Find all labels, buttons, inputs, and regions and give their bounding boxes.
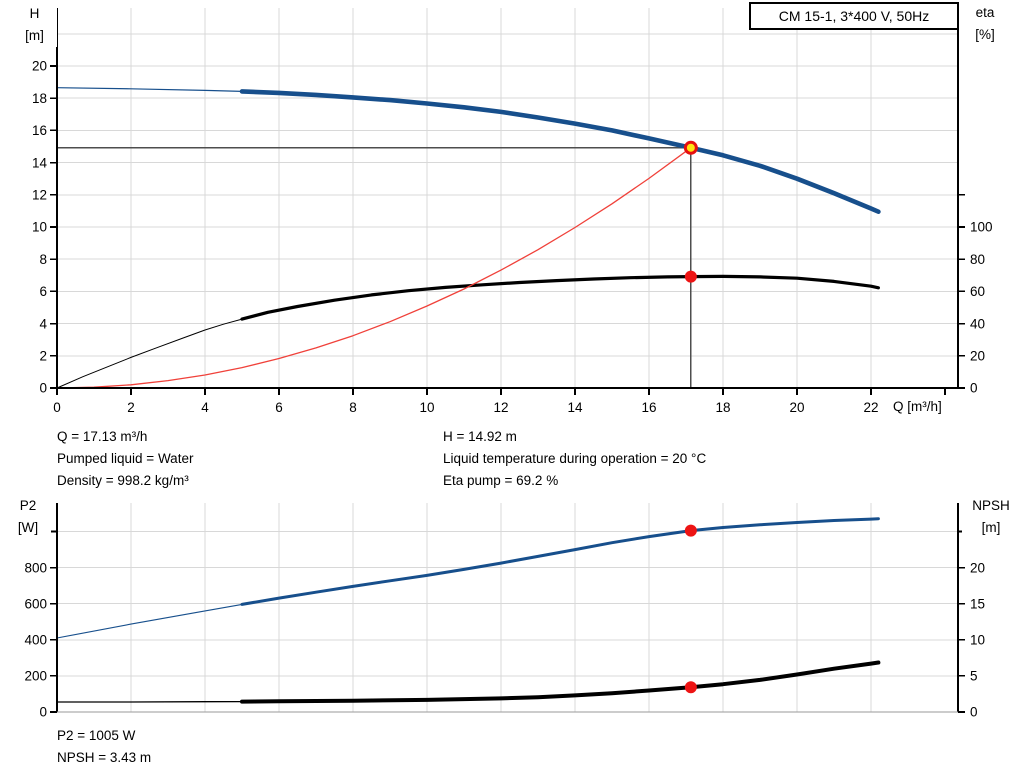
annotation-liquid-temperature: Liquid temperature during operation = 20… — [443, 451, 707, 466]
tick-label: 14 — [32, 155, 48, 170]
tick-label: 10 — [32, 220, 47, 235]
tick-label: 18 — [716, 400, 731, 415]
npsh-point-marker — [684, 681, 697, 694]
tick-label: 800 — [24, 560, 47, 575]
npsh-axis-label: NPSH [m] — [962, 495, 1020, 539]
annotation-density: Density = 998.2 kg/m³ — [57, 473, 189, 488]
tick-label: 15 — [970, 596, 985, 611]
annotation-flow: Q = 17.13 m³/h — [57, 429, 148, 444]
tick-label: 2 — [127, 400, 135, 415]
eta-axis-label-symbol: eta — [975, 5, 995, 20]
tick-label: 4 — [39, 316, 47, 331]
power-point-marker — [684, 524, 697, 537]
duty-point-marker[interactable] — [683, 140, 698, 155]
tick-label: 16 — [32, 123, 47, 138]
efficiency-point-marker — [684, 270, 697, 283]
tick-label: 20 — [32, 59, 47, 74]
tick-label: 2 — [39, 348, 47, 363]
curve-title-box: CM 15-1, 3*400 V, 50Hz — [749, 2, 959, 30]
tick-label: 20 — [970, 348, 985, 363]
npsh-axis-label-unit: [m] — [981, 520, 1001, 535]
power-curve — [240, 517, 880, 606]
tick-label: 18 — [32, 91, 47, 106]
tick-label: 5 — [970, 669, 978, 684]
tick-label: 10 — [420, 400, 435, 415]
tick-label: 16 — [642, 400, 657, 415]
tick-label: 14 — [568, 400, 584, 415]
tick-label: 4 — [201, 400, 209, 415]
h-axis-label-unit: [m] — [25, 28, 44, 43]
p2-axis-label-unit: [W] — [17, 520, 39, 535]
tick-label: 200 — [24, 669, 47, 684]
p2-axis-label: P2 [W] — [5, 495, 51, 539]
pump-curve — [239, 89, 881, 214]
tick-label: 6 — [275, 400, 283, 415]
h-axis-label: H [m] — [12, 3, 57, 47]
tick-label: 0 — [970, 705, 978, 720]
npsh-curve — [240, 660, 881, 704]
tick-label: 0 — [39, 705, 47, 720]
tick-label: 12 — [494, 400, 509, 415]
tick-label: 8 — [349, 400, 357, 415]
annotation-pumped-liquid: Pumped liquid = Water — [57, 451, 194, 466]
tick-label: 600 — [24, 596, 47, 611]
tick-label: 40 — [970, 316, 985, 331]
power-curve-thin — [56, 603, 243, 639]
efficiency-curve — [240, 274, 881, 321]
annotation-eta-pump: Eta pump = 69.2 % — [443, 473, 559, 488]
tick-label: 10 — [970, 633, 985, 648]
tick-label: 20 — [970, 560, 985, 575]
annotation-npsh: NPSH = 3.43 m — [57, 750, 152, 765]
npsh-axis-label-symbol: NPSH — [972, 498, 1010, 513]
hq-plot-area[interactable] — [57, 8, 958, 388]
tick-label: 100 — [970, 220, 993, 235]
annotation-p2: P2 = 1005 W — [57, 728, 136, 743]
tick-label: 0 — [970, 381, 978, 396]
pump-curve-thin — [56, 87, 243, 93]
eta-axis-label-unit: [%] — [975, 27, 995, 42]
annotation-head: H = 14.92 m — [443, 429, 517, 444]
system-curve — [56, 147, 692, 389]
tick-label: 8 — [39, 252, 47, 267]
tick-label: 0 — [53, 400, 61, 415]
tick-label: 22 — [864, 400, 879, 415]
tick-label: 0 — [39, 381, 47, 396]
tick-label: 12 — [32, 187, 47, 202]
tick-label: 400 — [24, 633, 47, 648]
efficiency-curve-thin — [56, 318, 243, 389]
tick-label: 20 — [790, 400, 805, 415]
h-axis-label-symbol: H — [29, 6, 40, 21]
p2-axis-label-symbol: P2 — [19, 498, 37, 513]
tick-label: 6 — [39, 284, 47, 299]
eta-axis-label: eta [%] — [962, 2, 1008, 46]
tick-label: 60 — [970, 284, 985, 299]
tick-label: 80 — [970, 252, 985, 267]
p2-plot-area[interactable] — [57, 503, 958, 712]
q-axis-label: Q [m³/h] — [893, 399, 942, 414]
